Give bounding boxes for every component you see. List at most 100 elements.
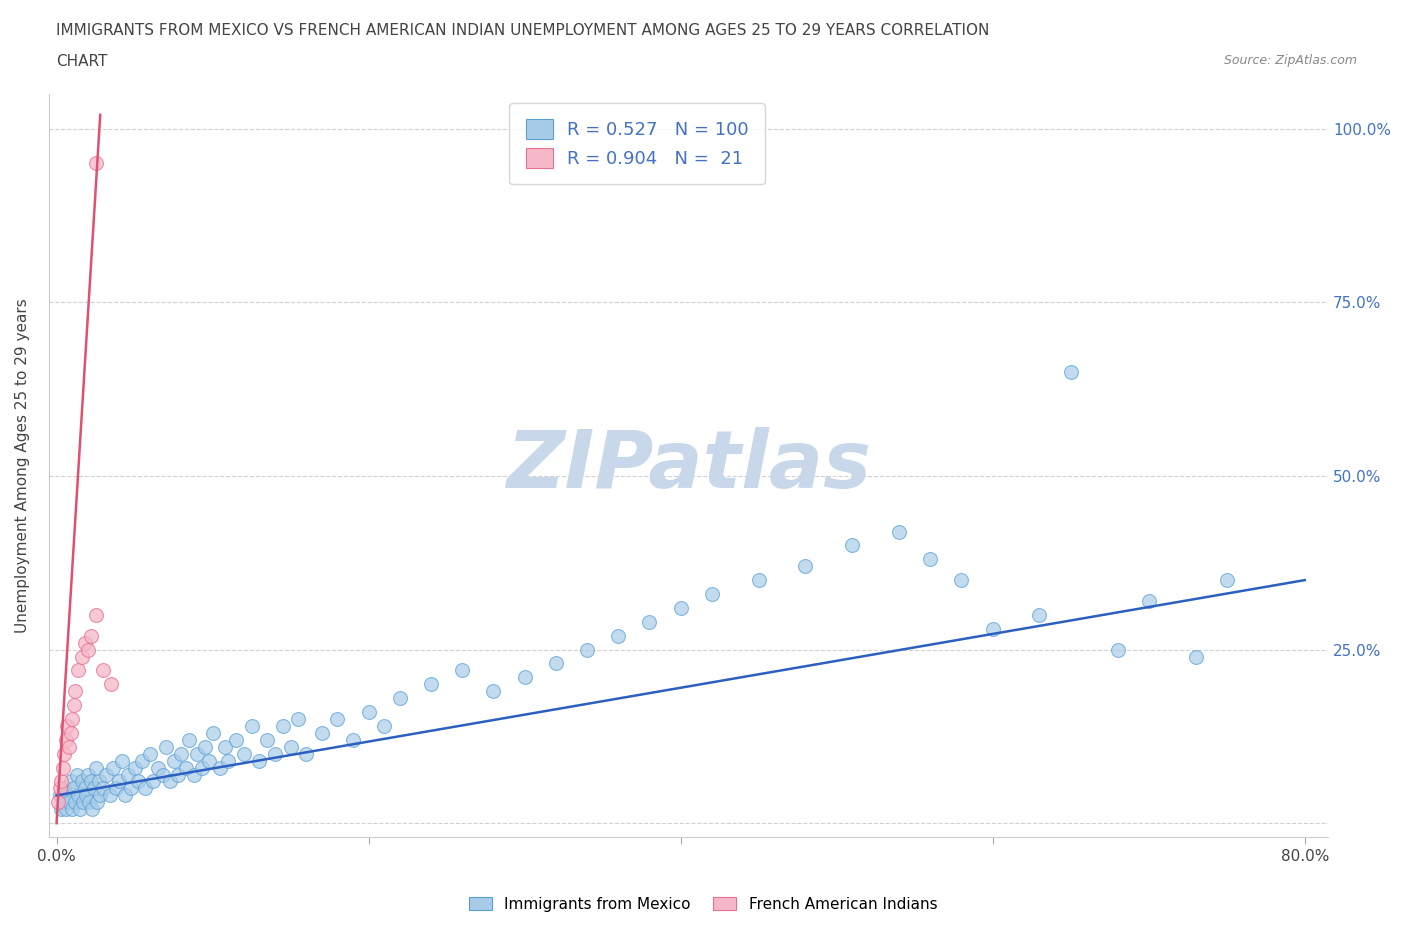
Point bbox=[59, 774, 82, 789]
Point bbox=[451, 663, 474, 678]
Point bbox=[1107, 642, 1129, 657]
Point bbox=[73, 635, 96, 650]
Point bbox=[65, 795, 87, 810]
Point bbox=[55, 733, 77, 748]
Point bbox=[56, 719, 79, 734]
Point bbox=[357, 705, 380, 720]
Point bbox=[1215, 573, 1237, 588]
Point bbox=[887, 525, 910, 539]
Point bbox=[326, 711, 349, 726]
Point bbox=[134, 781, 156, 796]
Point bbox=[56, 788, 79, 803]
Point bbox=[120, 781, 142, 796]
Point bbox=[388, 691, 411, 706]
Point bbox=[700, 587, 723, 602]
Point bbox=[83, 781, 105, 796]
Point bbox=[576, 642, 599, 657]
Point bbox=[62, 698, 84, 712]
Point bbox=[373, 719, 395, 734]
Point bbox=[75, 788, 97, 803]
Point bbox=[58, 739, 80, 754]
Point bbox=[84, 760, 107, 775]
Point bbox=[170, 746, 193, 761]
Point bbox=[264, 746, 287, 761]
Legend: Immigrants from Mexico, French American Indians: Immigrants from Mexico, French American … bbox=[463, 890, 943, 918]
Point bbox=[53, 746, 76, 761]
Point bbox=[84, 156, 107, 171]
Point bbox=[59, 725, 82, 740]
Point bbox=[607, 629, 630, 644]
Point bbox=[93, 781, 115, 796]
Point bbox=[89, 788, 111, 803]
Point bbox=[950, 573, 973, 588]
Point bbox=[1060, 365, 1083, 379]
Point bbox=[280, 739, 302, 754]
Point bbox=[544, 656, 567, 671]
Point bbox=[420, 677, 443, 692]
Point bbox=[1184, 649, 1206, 664]
Point bbox=[53, 781, 76, 796]
Point bbox=[117, 767, 139, 782]
Point bbox=[139, 746, 162, 761]
Point bbox=[256, 733, 278, 748]
Text: ZIPatlas: ZIPatlas bbox=[506, 427, 870, 505]
Point bbox=[127, 774, 149, 789]
Point bbox=[287, 711, 309, 726]
Point bbox=[174, 760, 197, 775]
Point bbox=[209, 760, 232, 775]
Point bbox=[124, 760, 146, 775]
Point bbox=[271, 719, 294, 734]
Point bbox=[80, 629, 103, 644]
Point bbox=[194, 739, 217, 754]
Point bbox=[342, 733, 364, 748]
Point bbox=[201, 725, 224, 740]
Point bbox=[111, 753, 134, 768]
Point bbox=[638, 615, 661, 630]
Point bbox=[131, 753, 153, 768]
Point bbox=[55, 802, 77, 817]
Point bbox=[60, 802, 83, 817]
Point bbox=[66, 767, 89, 782]
Point bbox=[179, 733, 201, 748]
Point bbox=[48, 781, 70, 796]
Point bbox=[73, 781, 96, 796]
Point bbox=[190, 760, 212, 775]
Point bbox=[101, 760, 124, 775]
Point bbox=[513, 670, 536, 684]
Point bbox=[748, 573, 770, 588]
Point bbox=[60, 711, 83, 726]
Point bbox=[76, 642, 98, 657]
Point bbox=[70, 774, 93, 789]
Point bbox=[311, 725, 333, 740]
Point bbox=[76, 767, 98, 782]
Point bbox=[51, 802, 73, 817]
Y-axis label: Unemployment Among Ages 25 to 29 years: Unemployment Among Ages 25 to 29 years bbox=[15, 299, 30, 633]
Point bbox=[82, 802, 104, 817]
Point bbox=[669, 601, 692, 616]
Point bbox=[87, 774, 110, 789]
Point bbox=[159, 774, 181, 789]
Point bbox=[108, 774, 131, 789]
Point bbox=[72, 795, 94, 810]
Point bbox=[98, 788, 121, 803]
Text: Source: ZipAtlas.com: Source: ZipAtlas.com bbox=[1223, 54, 1357, 67]
Point bbox=[146, 760, 169, 775]
Point bbox=[981, 621, 1004, 636]
Point bbox=[93, 663, 115, 678]
Point bbox=[152, 767, 174, 782]
Point bbox=[155, 739, 177, 754]
Point bbox=[225, 733, 247, 748]
Point bbox=[69, 802, 91, 817]
Point bbox=[142, 774, 165, 789]
Point bbox=[52, 760, 75, 775]
Point bbox=[79, 795, 101, 810]
Point bbox=[51, 774, 73, 789]
Point bbox=[67, 663, 90, 678]
Point bbox=[104, 781, 127, 796]
Point bbox=[80, 774, 103, 789]
Point bbox=[214, 739, 236, 754]
Point bbox=[295, 746, 318, 761]
Point bbox=[62, 781, 84, 796]
Point bbox=[96, 767, 118, 782]
Point bbox=[84, 607, 107, 622]
